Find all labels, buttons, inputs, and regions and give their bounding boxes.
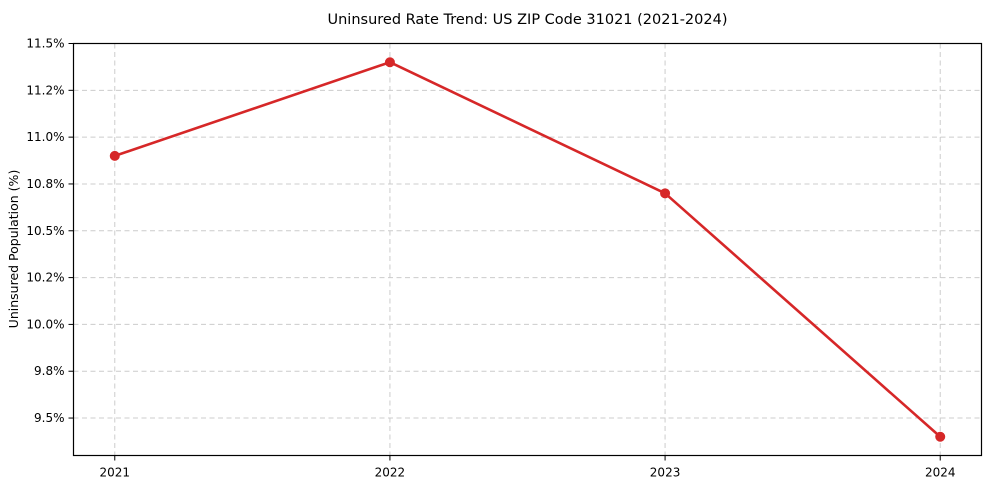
data-point-marker <box>935 431 946 442</box>
y-tick-label: 10.0% <box>26 317 64 331</box>
chart-title: Uninsured Rate Trend: US ZIP Code 31021 … <box>328 12 728 28</box>
y-tick-label: 11.5% <box>26 37 64 51</box>
x-tick-label: 2021 <box>99 466 130 480</box>
plot-border <box>72 42 983 457</box>
y-axis-label: Uninsured Population (%) <box>6 170 21 329</box>
y-tick-label: 11.2% <box>26 83 64 97</box>
data-point-marker <box>384 57 395 68</box>
y-tick-label: 9.8% <box>34 364 65 378</box>
data-point-marker <box>660 188 671 199</box>
x-tick-label: 2024 <box>925 466 956 480</box>
y-tick-label: 10.5% <box>26 224 64 238</box>
y-tick-label: 10.8% <box>26 177 64 191</box>
grid-layer <box>73 43 982 456</box>
trend-line-layer <box>109 57 946 442</box>
x-tick-label: 2022 <box>375 466 406 480</box>
trend-line <box>113 60 942 439</box>
axis-layer: 11.5% 11.2% 11.0% 10.8% 10.5% 10.2% 10.0% 9.8% 9… <box>26 37 983 480</box>
y-tick-label: 11.0% <box>26 130 64 144</box>
data-point-marker <box>109 150 120 161</box>
y-tick-label: 10.2% <box>26 271 64 285</box>
y-tick-label: 9.5% <box>34 411 65 425</box>
x-tick-label: 2023 <box>650 466 681 480</box>
